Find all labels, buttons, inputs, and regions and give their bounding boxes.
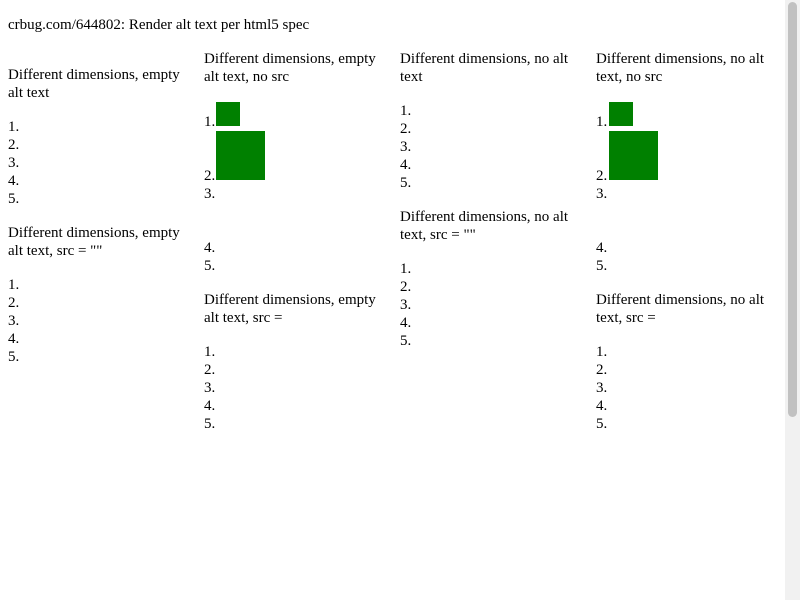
list-item: 1. bbox=[596, 344, 608, 360]
list-item: 4. bbox=[204, 240, 216, 256]
list-item: 3. bbox=[204, 186, 216, 202]
section-no-alt-no-src: Different dimensions, no alt text, no sr… bbox=[596, 50, 786, 274]
list-item: 2. bbox=[596, 362, 608, 378]
list-item: 2. bbox=[8, 295, 20, 311]
list-item: 5. bbox=[8, 349, 20, 365]
section-title: Different dimensions, no alt text, no sr… bbox=[596, 51, 765, 85]
list-item: 4. bbox=[8, 173, 20, 189]
page-title: crbug.com/644802: Render alt text per ht… bbox=[8, 17, 310, 33]
section-empty-alt-src-empty: Different dimensions, empty alt text, sr… bbox=[8, 224, 198, 365]
section-title: Different dimensions, empty alt text, sr… bbox=[204, 292, 376, 326]
list-item: 5. bbox=[8, 191, 20, 207]
list-item: 2. bbox=[204, 168, 216, 184]
section-empty-alt-src-blank: Different dimensions, empty alt text, sr… bbox=[204, 291, 394, 432]
list-item: 2. bbox=[400, 279, 412, 295]
list-item: 1. bbox=[400, 261, 412, 277]
list-item: 1. bbox=[204, 114, 216, 130]
green-image-small bbox=[609, 102, 633, 126]
list-item: 4. bbox=[596, 240, 608, 256]
list-item: 4. bbox=[596, 398, 608, 414]
section-empty-alt: Different dimensions, empty alt text 1. … bbox=[8, 66, 198, 207]
list-item: 2. bbox=[204, 362, 216, 378]
green-image-small bbox=[216, 102, 240, 126]
section-empty-alt-no-src: Different dimensions, empty alt text, no… bbox=[204, 50, 394, 274]
section-title: Different dimensions, no alt text, src =… bbox=[400, 209, 569, 243]
green-image-large bbox=[609, 131, 658, 180]
list-item: 3. bbox=[400, 297, 412, 313]
list-item: 5. bbox=[204, 258, 216, 274]
list-item: 5. bbox=[400, 175, 412, 191]
list-item: 3. bbox=[596, 186, 608, 202]
list-item: 5. bbox=[596, 258, 608, 274]
vertical-scrollbar[interactable] bbox=[785, 0, 800, 600]
section-no-alt-src-empty: Different dimensions, no alt text, src =… bbox=[400, 208, 590, 349]
list-item: 3. bbox=[8, 313, 20, 329]
section-title: Different dimensions, empty alt text bbox=[8, 67, 180, 101]
list-item: 1. bbox=[8, 119, 20, 135]
list-item: 4. bbox=[400, 315, 412, 331]
section-no-alt-src-blank: Different dimensions, no alt text, src =… bbox=[596, 291, 786, 432]
list-item: 1. bbox=[204, 344, 216, 360]
list-item: 2. bbox=[596, 168, 608, 184]
section-no-alt: Different dimensions, no alt text 1. 2. … bbox=[400, 50, 590, 191]
list-item: 1. bbox=[8, 277, 20, 293]
list-item: 1. bbox=[596, 114, 608, 130]
list-item: 4. bbox=[8, 331, 20, 347]
section-title: Different dimensions, no alt text, src = bbox=[596, 292, 765, 326]
green-image-large bbox=[216, 131, 265, 180]
section-title: Different dimensions, empty alt text, no… bbox=[204, 51, 376, 85]
section-title: Different dimensions, no alt text bbox=[400, 51, 569, 85]
list-item: 5. bbox=[204, 416, 216, 432]
list-item: 3. bbox=[596, 380, 608, 396]
list-item: 3. bbox=[400, 139, 412, 155]
list-item: 4. bbox=[400, 157, 412, 173]
list-item: 3. bbox=[8, 155, 20, 171]
list-item: 4. bbox=[204, 398, 216, 414]
list-item: 1. bbox=[400, 103, 412, 119]
section-title: Different dimensions, empty alt text, sr… bbox=[8, 225, 180, 259]
list-item: 3. bbox=[204, 380, 216, 396]
list-item: 2. bbox=[8, 137, 20, 153]
list-item: 5. bbox=[596, 416, 608, 432]
scrollbar-thumb[interactable] bbox=[788, 2, 797, 417]
list-item: 2. bbox=[400, 121, 412, 137]
list-item: 5. bbox=[400, 333, 412, 349]
